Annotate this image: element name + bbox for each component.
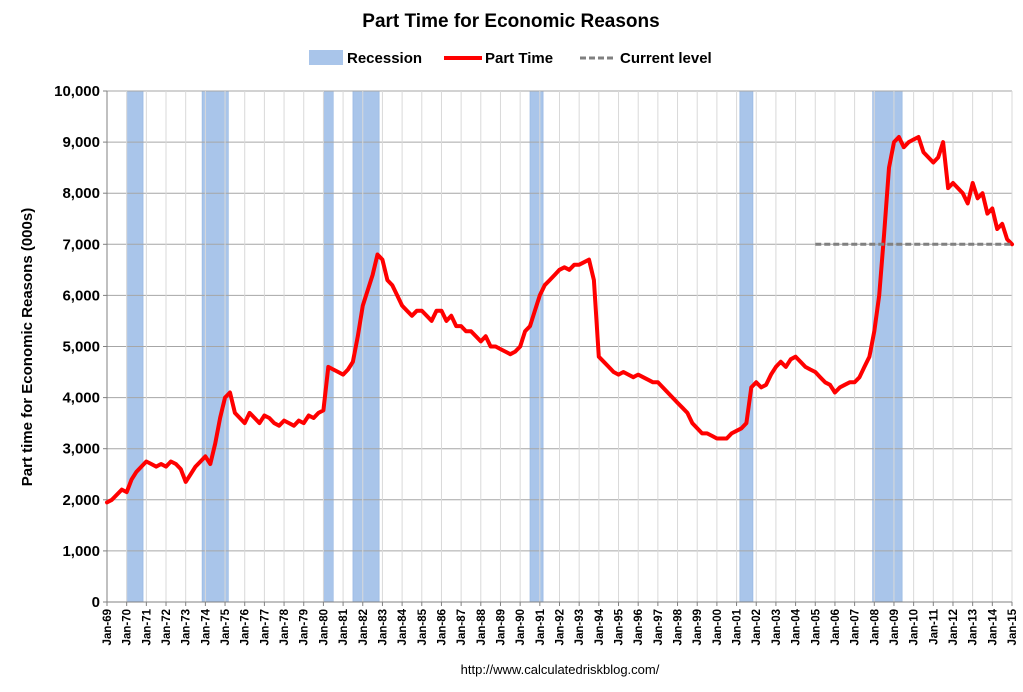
gridlines: [107, 90, 1013, 602]
y-tick-labels: 0 1,000 2,000 3,000 4,000 5,000 6,000 7,000 8,00…: [54, 83, 100, 611]
x-tick-label: Jan-86: [436, 609, 448, 645]
x-tick-label: Jan-02: [751, 609, 763, 645]
y-tick-label: 5,000: [62, 339, 100, 356]
y-tick-label: 3,000: [62, 441, 100, 458]
x-tick-label: Jan-12: [948, 609, 960, 645]
chart-title: Part Time for Economic Reasons: [362, 11, 659, 32]
x-tick-label: Jan-89: [495, 609, 507, 645]
x-tick-label: Jan-93: [574, 609, 586, 645]
x-tick-label: Jan-94: [594, 608, 606, 645]
x-tick-label: Jan-76: [240, 609, 252, 645]
x-tick-label: Jan-87: [456, 609, 468, 645]
y-tick-label: 1,000: [62, 543, 100, 560]
x-tick-label: Jan-70: [122, 609, 134, 645]
x-tick-label: Jan-71: [141, 608, 153, 645]
y-tick-label: 10,000: [54, 83, 100, 100]
legend-label-current-level: Current level: [620, 50, 712, 67]
x-tick-label: Jan-85: [417, 608, 429, 645]
x-tick-label: Jan-96: [633, 609, 645, 645]
legend-swatch-recession: [309, 50, 343, 65]
x-tick-label: Jan-82: [358, 609, 370, 645]
x-tick-label: Jan-77: [259, 609, 271, 645]
x-tick-label: Jan-10: [909, 609, 921, 645]
x-tick-label: Jan-09: [889, 609, 901, 645]
x-tick-label: Jan-03: [771, 609, 783, 645]
x-tick-label: Jan-08: [869, 608, 881, 645]
axes: [103, 90, 1013, 606]
x-tick-label: Jan-98: [673, 608, 685, 645]
x-tick-label: Jan-04: [791, 608, 803, 645]
y-tick-label: 2,000: [62, 492, 100, 509]
x-tick-label: Jan-69: [102, 609, 114, 645]
y-axis-label: Part time for Economic Reasons (000s): [19, 208, 36, 486]
legend: Recession Part Time Current level: [309, 50, 712, 67]
x-tick-label: Jan-00: [712, 609, 724, 645]
x-tick-label: Jan-84: [397, 608, 409, 645]
x-tick-label: Jan-15: [1007, 608, 1019, 645]
x-tick-label: Jan-07: [850, 609, 862, 645]
legend-label-recession: Recession: [347, 50, 422, 67]
x-tick-label: Jan-13: [968, 609, 980, 645]
x-tick-label: Jan-78: [279, 608, 291, 645]
x-tick-label: Jan-95: [614, 608, 626, 645]
x-tick-label: Jan-75: [220, 608, 232, 645]
y-tick-label: 7,000: [62, 236, 100, 253]
x-tick-label: Jan-79: [299, 609, 311, 645]
x-tick-labels: Jan-69 Jan-70 Jan-71 Jan-72 Jan-73 Jan-74 Jan-…: [102, 608, 1019, 645]
x-tick-label: Jan-97: [653, 609, 665, 645]
y-tick-label: 0: [92, 594, 100, 611]
x-tick-label: Jan-74: [200, 608, 212, 645]
x-tick-label: Jan-91: [535, 608, 547, 645]
series-lines: [105, 135, 1014, 505]
series-line-part-time: [105, 135, 1014, 505]
x-tick-label: Jan-88: [476, 608, 488, 645]
source-url: http://www.calculatedriskblog.com/: [461, 662, 660, 677]
x-tick-label: Jan-90: [515, 609, 527, 645]
x-tick-label: Jan-73: [181, 609, 193, 645]
legend-label-part-time: Part Time: [485, 50, 553, 67]
y-tick-label: 4,000: [62, 390, 100, 407]
x-tick-label: Jan-83: [377, 609, 389, 645]
x-tick-label: Jan-80: [318, 609, 330, 645]
y-tick-label: 8,000: [62, 185, 100, 202]
x-tick-label: Jan-05: [810, 608, 822, 645]
x-tick-label: Jan-14: [987, 608, 999, 645]
y-tick-label: 6,000: [62, 287, 100, 304]
x-tick-label: Jan-06: [830, 609, 842, 645]
x-tick-label: Jan-92: [555, 609, 567, 645]
x-tick-label: Jan-01: [732, 608, 744, 645]
x-tick-label: Jan-72: [161, 609, 173, 645]
x-tick-label: Jan-81: [338, 608, 350, 645]
x-tick-label: Jan-11: [928, 608, 940, 644]
x-tick-label: Jan-99: [692, 609, 704, 645]
y-tick-label: 9,000: [62, 134, 100, 151]
